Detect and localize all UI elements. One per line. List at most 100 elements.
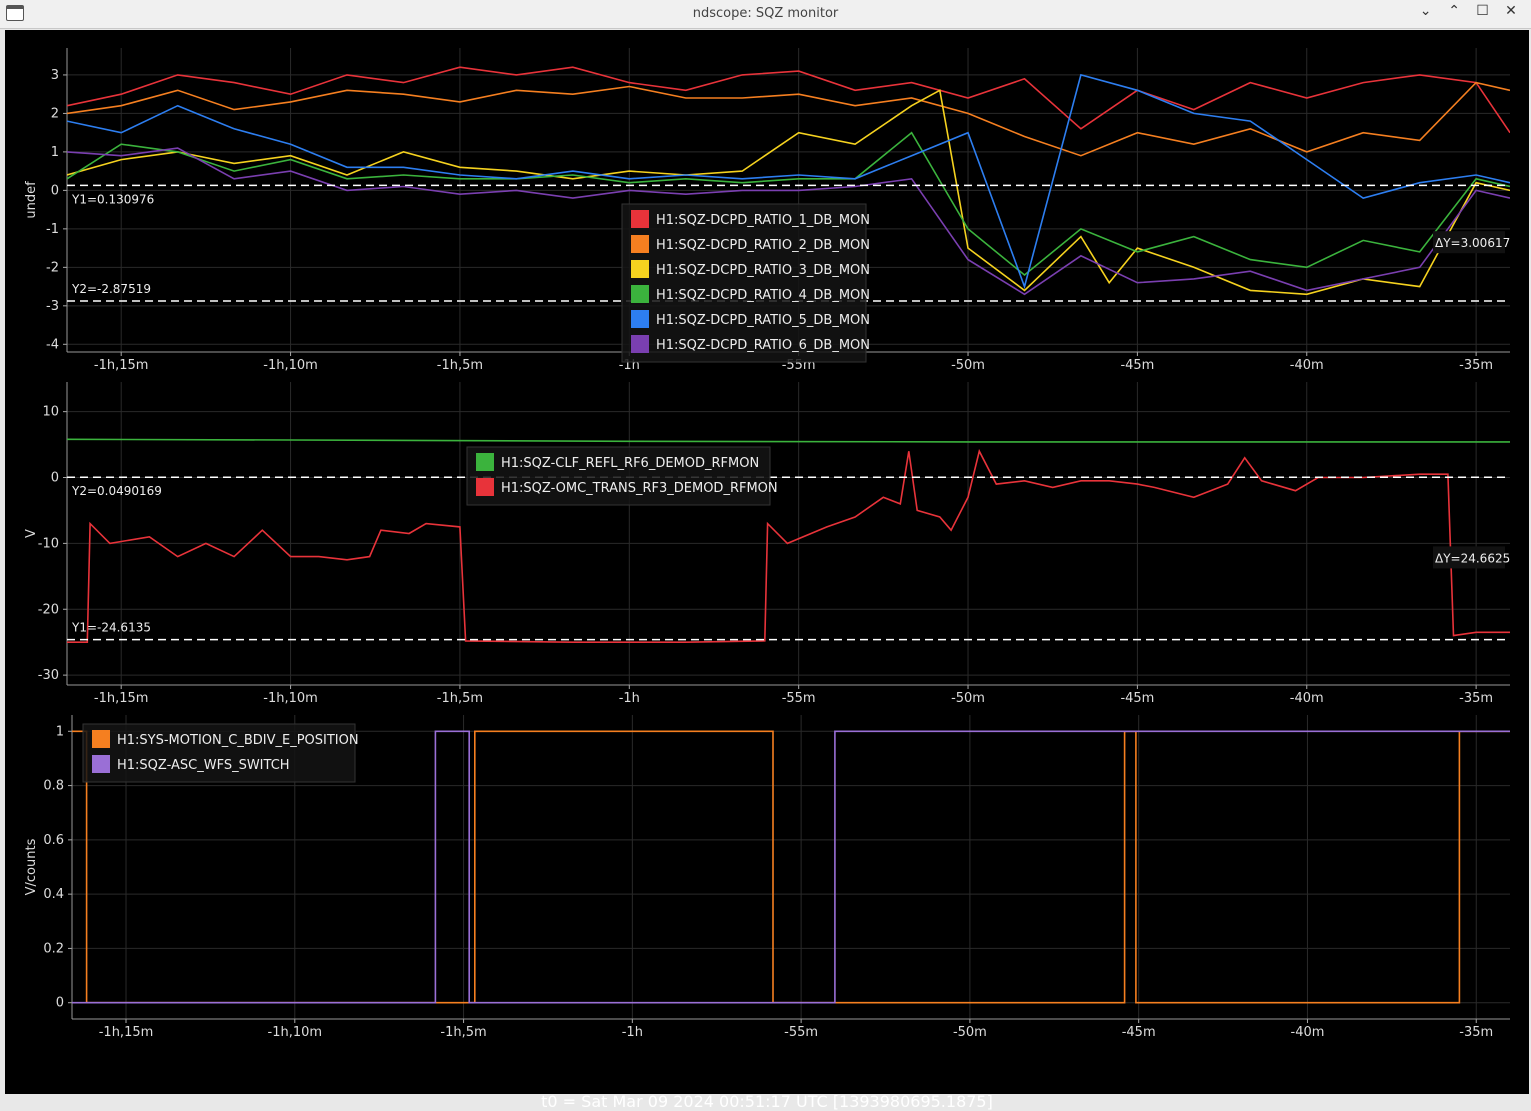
y-tick-label: -30 bbox=[38, 668, 59, 683]
legend-entry[interactable]: H1:SQZ-CLF_REFL_RF6_DEMOD_RFMON bbox=[501, 456, 759, 471]
legend-swatch bbox=[476, 453, 494, 471]
legend-swatch bbox=[631, 335, 649, 353]
legend-entry[interactable]: H1:SQZ-ASC_WFS_SWITCH bbox=[117, 758, 290, 773]
y-tick-label: 2 bbox=[51, 106, 59, 121]
x-tick-label: -1h,10m bbox=[263, 691, 318, 706]
y-tick-label: -20 bbox=[38, 602, 59, 617]
legend-entry[interactable]: H1:SQZ-DCPD_RATIO_6_DB_MON bbox=[656, 338, 870, 353]
legend-entry[interactable]: H1:SQZ-DCPD_RATIO_3_DB_MON bbox=[656, 263, 870, 278]
x-tick-label: -1h,5m bbox=[440, 1025, 486, 1040]
x-tick-label: -45m bbox=[1120, 691, 1154, 706]
app-window-icon[interactable] bbox=[6, 5, 24, 21]
series-line-6 bbox=[67, 147, 1510, 296]
y-tick-label: -4 bbox=[46, 337, 59, 352]
y-tick-label: 1 bbox=[56, 724, 64, 739]
legend[interactable]: H1:SQZ-DCPD_RATIO_1_DB_MON H1:SQZ-DCPD_RA… bbox=[621, 203, 870, 363]
x-tick-label: -45m bbox=[1122, 1025, 1156, 1040]
legend-entry[interactable]: H1:SQZ-OMC_TRANS_RF3_DEMOD_RFMON bbox=[501, 481, 778, 496]
y-tick-label: 0.6 bbox=[43, 833, 64, 848]
legend-swatch bbox=[631, 310, 649, 328]
y-tick-label: 0 bbox=[56, 996, 64, 1011]
y-tick-label: 0.4 bbox=[43, 887, 64, 902]
legend-swatch bbox=[92, 755, 110, 773]
window-titlebar: ndscope: SQZ monitor ⌄ ⌃ ☐ ✕ bbox=[0, 0, 1531, 29]
x-tick-label: -45m bbox=[1120, 358, 1154, 373]
series-line-2 bbox=[67, 448, 1510, 643]
legend-swatch bbox=[92, 730, 110, 748]
cursor-y2-label: Y2=0.0490169 bbox=[71, 484, 162, 498]
series-line-4 bbox=[67, 131, 1510, 277]
x-tick-label: -1h bbox=[622, 1025, 643, 1040]
series-line-2 bbox=[72, 730, 1510, 1004]
legend-swatch bbox=[631, 210, 649, 228]
close-icon[interactable]: ✕ bbox=[1505, 3, 1517, 19]
x-tick-label: -35m bbox=[1459, 358, 1493, 373]
legend-entry[interactable]: H1:SQZ-DCPD_RATIO_2_DB_MON bbox=[656, 238, 870, 253]
window-controls: ⌄ ⌃ ☐ ✕ bbox=[1414, 3, 1523, 19]
legend-entry[interactable]: H1:SQZ-DCPD_RATIO_1_DB_MON bbox=[656, 213, 870, 228]
y-axis-label: undef bbox=[24, 181, 39, 219]
legend-entry[interactable]: H1:SQZ-DCPD_RATIO_4_DB_MON bbox=[656, 288, 870, 303]
legend[interactable]: H1:SYS-MOTION_C_BDIV_E_POSITION H1:SQZ-AS… bbox=[82, 723, 359, 783]
legend[interactable]: H1:SQZ-CLF_REFL_RF6_DEMOD_RFMON H1:SQZ-OM… bbox=[466, 446, 778, 506]
x-tick-label: -1h,10m bbox=[268, 1025, 323, 1040]
delta-y-box bbox=[1433, 546, 1505, 569]
legend-entry[interactable]: H1:SYS-MOTION_C_BDIV_E_POSITION bbox=[117, 733, 359, 748]
plots-canvas[interactable]: -1h,15m -1h,10m -1h,5m -1h -55m -50m -45m -40m -… bbox=[5, 30, 1529, 1094]
y-tick-label: 10 bbox=[42, 405, 59, 420]
cursor-y2-label: Y2=-2.87519 bbox=[71, 282, 151, 296]
x-tick-label: -1h bbox=[619, 691, 640, 706]
plot-1[interactable]: -1h,15m -1h,10m -1h,5m -1h -55m -50m -45m -40m -… bbox=[24, 48, 1510, 373]
shade-down-icon[interactable]: ⌄ bbox=[1419, 3, 1432, 19]
legend-entry[interactable]: H1:SQZ-DCPD_RATIO_5_DB_MON bbox=[656, 313, 870, 328]
delta-y-label: ΔY=3.00617 bbox=[1435, 236, 1510, 250]
y-tick-label: -1 bbox=[46, 222, 59, 237]
x-tick-label: -1h,15m bbox=[94, 358, 149, 373]
x-tick-label: -35m bbox=[1459, 691, 1493, 706]
series-line-1 bbox=[67, 66, 1510, 134]
legend-box bbox=[621, 203, 867, 363]
x-tick-label: -1h,10m bbox=[263, 358, 318, 373]
legend-swatch bbox=[631, 235, 649, 253]
x-tick-label: -50m bbox=[951, 691, 985, 706]
y-tick-label: 0.8 bbox=[43, 779, 64, 794]
y-axis-label: V bbox=[24, 529, 39, 538]
x-tick-label: -1h,5m bbox=[437, 691, 483, 706]
x-tick-label: -55m bbox=[784, 1025, 818, 1040]
legend-swatch bbox=[631, 260, 649, 278]
x-tick-label: -55m bbox=[782, 691, 816, 706]
y-tick-label: -2 bbox=[46, 260, 59, 275]
y-tick-label: 0 bbox=[51, 471, 59, 486]
x-tick-label: -1h,15m bbox=[99, 1025, 154, 1040]
series-line-5 bbox=[67, 73, 1510, 290]
plot-3[interactable]: -1h,15m -1h,10m -1h,5m -1h -55m -50m -45m -40m -… bbox=[24, 715, 1510, 1040]
window-title: ndscope: SQZ monitor bbox=[692, 6, 839, 21]
y-tick-label: 1 bbox=[51, 145, 59, 160]
x-tick-label: -40m bbox=[1290, 358, 1324, 373]
x-tick-label: -35m bbox=[1459, 1025, 1493, 1040]
y-tick-label: 0.2 bbox=[43, 941, 64, 956]
legend-box bbox=[82, 723, 356, 783]
t0-label: t0 = Sat Mar 09 2024 00:51:17 UTC [13939… bbox=[541, 1092, 993, 1111]
series-line-1 bbox=[67, 438, 1510, 443]
series-line-2 bbox=[67, 81, 1510, 157]
y-axis-label: V/counts bbox=[24, 838, 39, 895]
x-tick-label: -1h,5m bbox=[437, 358, 483, 373]
legend-swatch bbox=[631, 285, 649, 303]
cursor-y1-label: Y1=-24.6135 bbox=[71, 621, 151, 635]
x-tick-label: -40m bbox=[1291, 1025, 1325, 1040]
maximize-icon[interactable]: ☐ bbox=[1476, 3, 1489, 19]
y-tick-label: -10 bbox=[38, 536, 59, 551]
x-tick-label: -50m bbox=[953, 1025, 987, 1040]
shade-up-icon[interactable]: ⌃ bbox=[1448, 3, 1460, 19]
legend-box bbox=[466, 446, 771, 506]
plot-2[interactable]: -1h,15m -1h,10m -1h,5m -1h -55m -50m -45m -40m -… bbox=[24, 382, 1510, 706]
cursor-y1-label: Y1=0.130976 bbox=[71, 192, 154, 206]
x-tick-label: -40m bbox=[1290, 691, 1324, 706]
delta-y-label: ΔY=24.6625 bbox=[1435, 551, 1510, 565]
x-tick-label: -1h,15m bbox=[94, 691, 149, 706]
scope-area: -1h,15m -1h,10m -1h,5m -1h -55m -50m -45m -40m -… bbox=[5, 30, 1529, 1111]
y-tick-label: -3 bbox=[46, 299, 59, 314]
legend-swatch bbox=[476, 478, 494, 496]
delta-y-box bbox=[1433, 231, 1505, 254]
